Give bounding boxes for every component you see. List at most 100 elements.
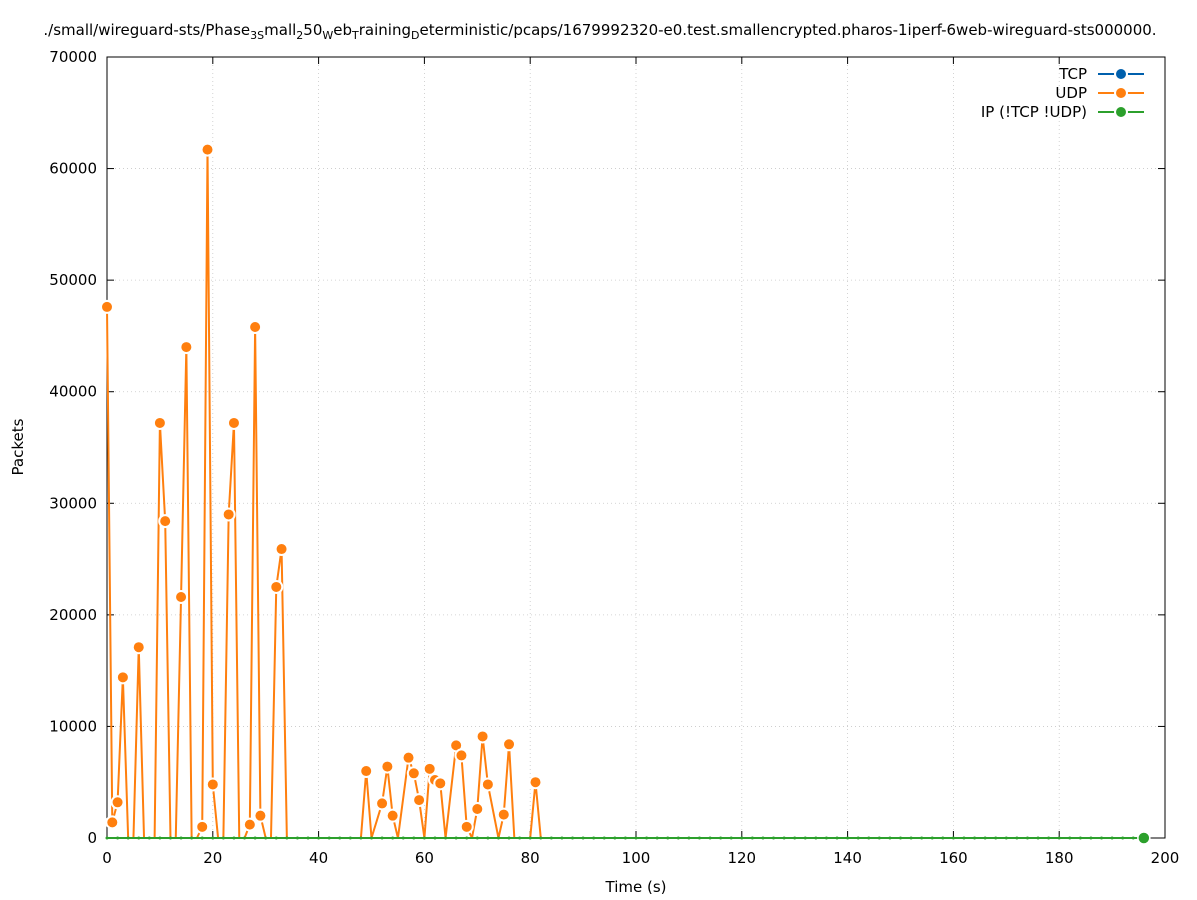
- series-1: [100, 142, 543, 839]
- data-point: [401, 836, 405, 840]
- data-point: [1089, 836, 1093, 840]
- data-point: [962, 836, 966, 840]
- data-point: [295, 836, 299, 840]
- data-point: [359, 764, 374, 779]
- data-point: [571, 836, 575, 840]
- data-point: [359, 836, 363, 840]
- data-point: [655, 836, 659, 840]
- plot-frame: [106, 56, 1166, 839]
- data-point: [1100, 836, 1104, 840]
- chart-title: ./small/wireguard-sts/Phase3Small250WebT…: [43, 21, 1156, 42]
- series-line: [106, 148, 542, 839]
- data-point: [470, 801, 485, 816]
- data-point: [433, 776, 448, 791]
- data-point: [131, 640, 146, 655]
- data-point: [243, 836, 247, 840]
- data-point: [697, 836, 701, 840]
- series-2: [105, 831, 1151, 845]
- data-point: [1131, 836, 1135, 840]
- data-point: [242, 817, 257, 832]
- data-point: [507, 836, 511, 840]
- data-point: [454, 836, 458, 840]
- y-tick-label: 60000: [49, 160, 97, 178]
- data-point: [221, 836, 225, 840]
- data-point: [1137, 831, 1151, 845]
- x-axis-label: Time (s): [605, 878, 667, 896]
- data-point: [835, 836, 839, 840]
- grid: [107, 57, 1165, 838]
- data-point: [613, 836, 617, 840]
- legend-marker: [1114, 105, 1128, 119]
- data-point: [327, 836, 331, 840]
- data-point: [158, 514, 173, 529]
- y-tick-label: 50000: [49, 271, 97, 289]
- data-point: [475, 836, 479, 840]
- data-point: [205, 777, 220, 792]
- data-point: [518, 836, 522, 840]
- data-point: [539, 836, 543, 840]
- x-tick-label: 160: [939, 849, 968, 867]
- data-point: [105, 836, 109, 840]
- legend-marker: [1114, 86, 1128, 100]
- data-point: [899, 836, 902, 840]
- y-axis-label: Packets: [9, 418, 27, 475]
- data-point: [1057, 836, 1061, 840]
- data-point: [190, 836, 194, 840]
- data-point: [179, 340, 194, 355]
- x-tick-label: 140: [833, 849, 862, 867]
- data-point: [158, 836, 162, 840]
- data-point: [888, 836, 892, 840]
- data-point: [1025, 836, 1029, 840]
- data-point: [867, 836, 871, 840]
- data-point: [740, 836, 744, 840]
- data-point: [1015, 836, 1019, 840]
- data-point: [634, 836, 638, 840]
- data-point: [380, 836, 384, 840]
- data-point: [951, 836, 955, 840]
- data-point: [348, 836, 352, 840]
- data-point: [253, 808, 268, 823]
- data-point: [274, 836, 278, 840]
- data-point: [856, 836, 860, 840]
- data-point: [285, 836, 289, 840]
- data-point: [1036, 836, 1040, 840]
- data-point: [814, 836, 818, 840]
- series-layer: [100, 142, 1151, 845]
- data-point: [221, 507, 236, 522]
- data-point: [983, 836, 987, 840]
- data-point: [174, 590, 189, 605]
- data-point: [528, 836, 532, 840]
- data-point: [269, 579, 284, 594]
- data-point: [412, 836, 416, 840]
- data-point: [422, 761, 437, 776]
- x-tick-label: 20: [203, 849, 222, 867]
- data-point: [824, 836, 828, 840]
- data-point: [846, 836, 850, 840]
- data-point: [729, 836, 733, 840]
- data-point: [195, 819, 210, 834]
- data-point: [645, 836, 649, 840]
- x-tick-label: 200: [1151, 849, 1180, 867]
- legend-label: TCP: [1058, 65, 1087, 83]
- data-point: [1047, 836, 1051, 840]
- data-point: [994, 836, 998, 840]
- data-point: [168, 836, 172, 840]
- y-tick-label: 20000: [49, 606, 97, 624]
- data-point: [708, 836, 712, 840]
- data-point: [877, 836, 881, 840]
- legend-label: UDP: [1055, 84, 1087, 102]
- data-point: [232, 836, 236, 840]
- data-point: [592, 836, 596, 840]
- data-point: [761, 836, 765, 840]
- y-tick-label: 70000: [49, 48, 97, 66]
- data-point: [920, 836, 924, 840]
- y-tick-label: 30000: [49, 494, 97, 512]
- data-point: [211, 836, 215, 840]
- data-point: [147, 836, 151, 840]
- data-point: [782, 836, 786, 840]
- data-point: [941, 836, 945, 840]
- data-point: [930, 836, 934, 840]
- data-point: [973, 836, 977, 840]
